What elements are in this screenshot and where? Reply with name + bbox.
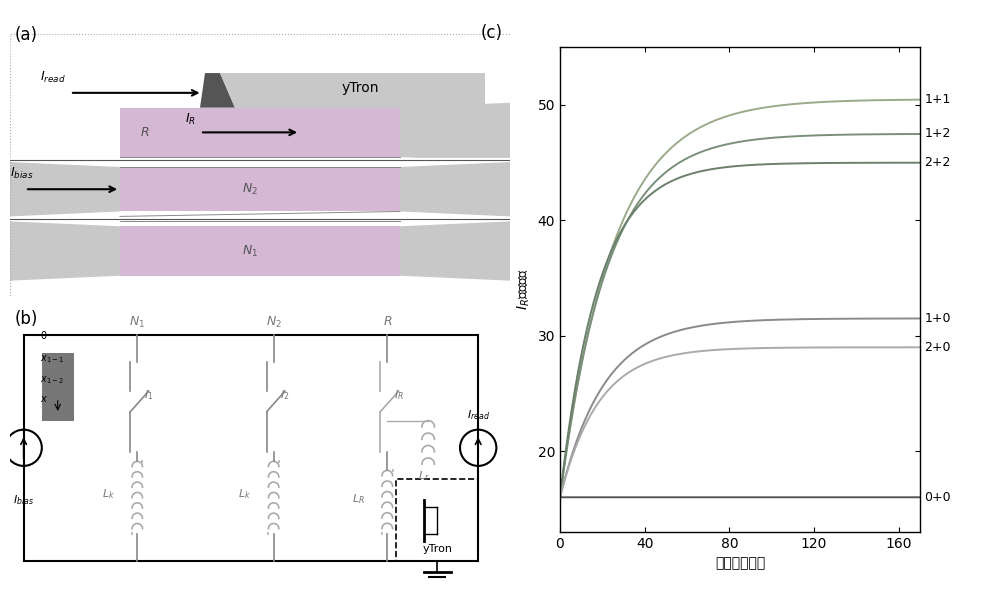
Polygon shape [10,162,120,216]
Text: $L_R$: $L_R$ [352,492,365,506]
Polygon shape [200,73,235,108]
Text: $L_k$: $L_k$ [238,488,251,501]
Bar [396,479,478,561]
Text: $0$: $0$ [40,329,47,341]
Text: $N_1$: $N_1$ [242,243,258,259]
Text: $x_{1-1}$: $x_{1-1}$ [40,353,64,365]
Text: 2+2: 2+2 [924,156,951,169]
Polygon shape [120,108,400,157]
Text: $R$: $R$ [383,316,392,329]
Text: $I_R$: $I_R$ [185,112,196,126]
Text: $I_{bias}$: $I_{bias}$ [10,166,33,181]
Text: (b): (b) [15,310,38,328]
Text: 1+0: 1+0 [924,312,951,325]
Text: $R$: $R$ [140,126,150,139]
Text: (c): (c) [481,24,503,43]
Bar [42,353,74,421]
Polygon shape [400,222,510,281]
Text: $I_2$: $I_2$ [280,388,290,402]
Text: $L_r$: $L_r$ [418,469,430,483]
Text: 0+0: 0+0 [924,491,951,504]
Polygon shape [120,167,400,212]
Text: 2+0: 2+0 [924,341,951,354]
Text: 1+1: 1+1 [924,93,951,106]
Text: $I_1$: $I_1$ [144,388,154,402]
Text: $x$: $x$ [40,394,48,404]
Polygon shape [120,226,400,276]
Y-axis label: $I_R$（微安）: $I_R$（微安） [516,269,532,310]
Text: $x_{1-2}$: $x_{1-2}$ [40,374,64,386]
Polygon shape [400,103,510,162]
Text: $I_{bias}$: $I_{bias}$ [13,493,34,507]
Text: yTron: yTron [341,81,379,95]
Text: 1+2: 1+2 [924,128,951,141]
Text: $I_{read}$: $I_{read}$ [467,408,490,422]
Text: (a): (a) [15,27,38,44]
Text: $N_2$: $N_2$ [242,181,258,197]
Text: $I_{read}$: $I_{read}$ [40,70,66,85]
Text: $I_R$: $I_R$ [394,388,404,402]
Text: $N_2$: $N_2$ [266,314,282,330]
Text: $L_k$: $L_k$ [102,488,115,501]
Bar [24,335,478,561]
Polygon shape [220,73,485,108]
Text: $N_1$: $N_1$ [129,314,145,330]
Text: yTron: yTron [422,544,452,554]
X-axis label: 时间（皮秒）: 时间（皮秒） [715,556,765,570]
Polygon shape [10,222,120,281]
Polygon shape [400,162,510,216]
